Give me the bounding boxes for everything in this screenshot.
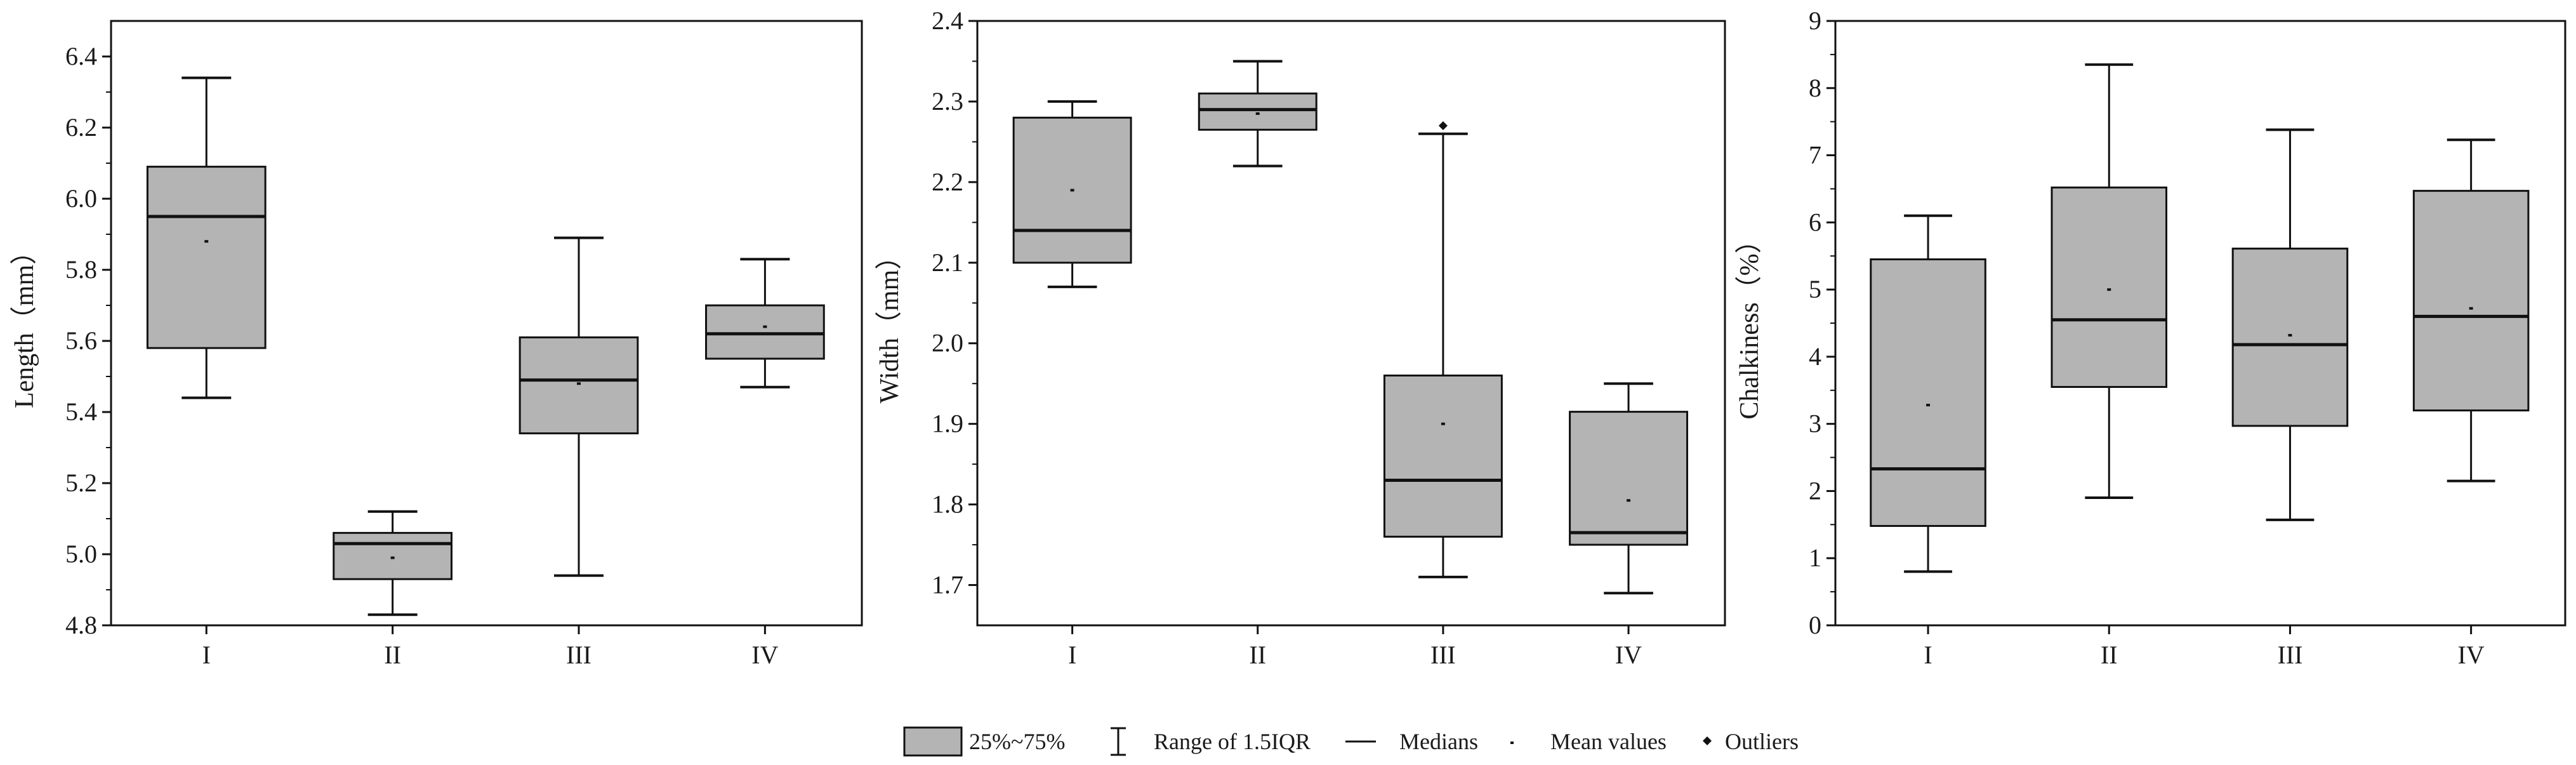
plot-frame — [976, 20, 1726, 627]
outlier-point — [1438, 121, 1448, 131]
x-tick-label: II — [2101, 641, 2118, 669]
y-tick-label: 6 — [1809, 208, 1821, 236]
legend-median-label: Medians — [1399, 729, 1478, 754]
y-tick-label: 1 — [1809, 543, 1821, 572]
mean-marker — [1070, 189, 1074, 192]
y-tick-label: 2.0 — [932, 329, 963, 357]
mean-marker — [2469, 307, 2473, 310]
box-iqr — [1870, 258, 1986, 527]
box-iqr — [2412, 190, 2530, 412]
y-tick-label: 2.2 — [932, 168, 963, 196]
y-tick-label: 5.2 — [65, 469, 97, 497]
y-tick-label: 6.0 — [65, 184, 97, 213]
mean-marker — [577, 382, 581, 385]
mean-marker — [204, 240, 209, 243]
x-tick-label: I — [202, 641, 211, 669]
legend-mean-label: Mean values — [1550, 729, 1667, 754]
y-tick-label: 6.4 — [65, 42, 97, 70]
y-tick-label: 0 — [1809, 611, 1821, 639]
mean-marker — [2107, 288, 2111, 291]
legend-mean-icon — [1510, 742, 1514, 744]
y-tick-label: 1.7 — [932, 571, 963, 599]
y-axis-title: Width（mm） — [875, 243, 904, 404]
legend: 25%~75% Range of 1.5IQR Medians Mean val… — [903, 726, 1799, 757]
x-tick-label: III — [1430, 641, 1456, 669]
box-iqr — [333, 531, 452, 580]
y-tick-label: 5.6 — [65, 326, 97, 355]
box-iqr — [2051, 186, 2168, 388]
legend-whisker-label: Range of 1.5IQR — [1154, 729, 1311, 754]
legend-outlier-icon — [1703, 736, 1712, 745]
box-iqr — [1383, 375, 1503, 538]
mean-marker — [763, 325, 767, 328]
y-tick-label: 5 — [1809, 275, 1821, 303]
x-tick-label: I — [1924, 641, 1932, 669]
y-tick-label: 2.1 — [932, 248, 963, 277]
x-tick-label: I — [1068, 641, 1076, 669]
y-tick-label: 6.2 — [65, 113, 97, 142]
x-tick-label: IV — [751, 641, 778, 669]
y-tick-label: 2 — [1809, 476, 1821, 505]
y-tick-label: 4.8 — [65, 611, 97, 639]
plot-frame — [110, 20, 863, 627]
y-tick-label: 2.4 — [932, 6, 963, 35]
y-tick-label: 7 — [1809, 141, 1821, 170]
y-tick-label: 9 — [1809, 6, 1821, 35]
x-tick-label: III — [566, 641, 591, 669]
legend-whisker-icon — [1111, 727, 1126, 756]
legend-outlier-label: Outliers — [1725, 729, 1799, 754]
x-tick-label: IV — [1615, 641, 1642, 669]
mean-marker — [390, 556, 395, 559]
box-iqr — [1569, 411, 1689, 546]
box-iqr — [2231, 248, 2349, 427]
legend-box-swatch — [903, 726, 963, 757]
y-tick-label: 3 — [1809, 409, 1821, 438]
box-iqr — [705, 304, 825, 360]
box-iqr — [1198, 92, 1318, 131]
y-tick-label: 5.8 — [65, 255, 97, 284]
x-tick-label: III — [2277, 641, 2302, 669]
y-tick-label: 1.8 — [932, 490, 963, 519]
y-tick-label: 2.3 — [932, 87, 963, 116]
legend-box-label: 25%~75% — [969, 729, 1065, 754]
y-tick-label: 5.0 — [65, 540, 97, 568]
mean-marker — [1441, 422, 1445, 425]
x-tick-label: IV — [2458, 641, 2485, 669]
mean-marker — [1627, 499, 1631, 502]
x-tick-label: II — [384, 641, 401, 669]
y-tick-label: 8 — [1809, 74, 1821, 102]
x-tick-label: II — [1249, 641, 1266, 669]
y-axis-title: Length（mm） — [10, 238, 39, 408]
box-iqr — [519, 336, 639, 435]
box-iqr — [146, 166, 267, 349]
y-tick-label: 5.4 — [65, 397, 97, 426]
y-tick-label: 4 — [1809, 342, 1821, 371]
mean-marker — [1255, 112, 1260, 115]
mean-marker — [2288, 334, 2292, 337]
mean-marker — [1926, 404, 1931, 407]
y-tick-label: 1.9 — [932, 409, 963, 438]
y-axis-title: Chalkiness（%） — [1735, 227, 1764, 419]
